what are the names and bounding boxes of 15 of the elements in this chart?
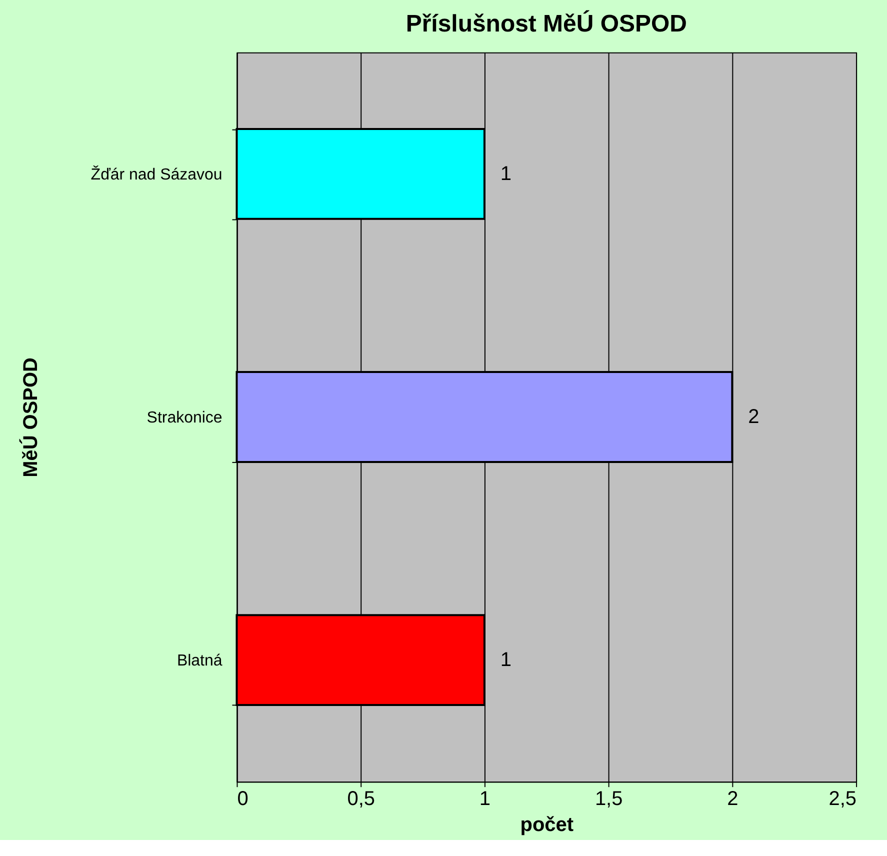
y-tick-label: Žďár nad Sázavou: [90, 165, 222, 184]
chart-title: Příslušnost MěÚ OSPOD: [406, 9, 687, 38]
x-tick-label: 0: [237, 788, 248, 810]
x-axis-title: počet: [520, 814, 574, 836]
data-label: 2: [748, 406, 760, 428]
y-axis-title: MěÚ OSPOD: [18, 358, 42, 478]
x-tick-label: 1,5: [594, 788, 623, 810]
x-tick-label: 1: [479, 788, 491, 810]
x-tick-label: 2: [727, 788, 738, 810]
data-label: 1: [500, 649, 512, 672]
data-label: 1: [500, 162, 512, 185]
x-tick-label: 2,5: [828, 788, 857, 810]
y-tick-label: Strakonice: [146, 409, 222, 426]
y-tick-label: Blatná: [176, 652, 222, 670]
x-tick-label: 0,5: [347, 788, 375, 810]
